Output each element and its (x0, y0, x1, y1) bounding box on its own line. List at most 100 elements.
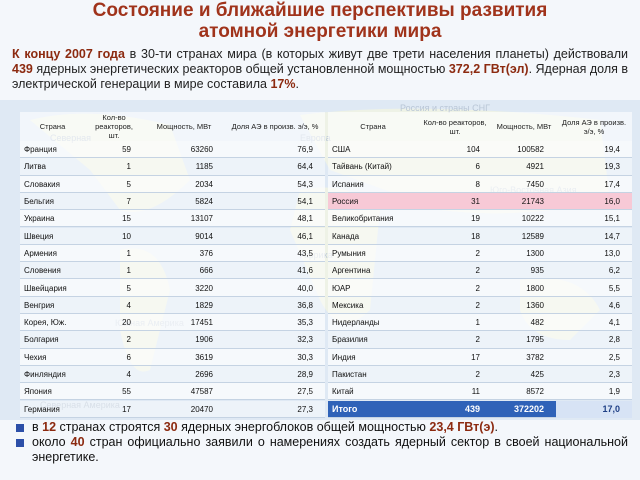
country-cell: Китай (332, 387, 354, 397)
table-row (20, 348, 325, 366)
table-cell: 20470 (190, 404, 213, 414)
country-cell: ЮАР (332, 283, 351, 293)
table-cell: 1185 (195, 162, 213, 172)
table-row (20, 383, 325, 401)
table-row (328, 210, 632, 228)
country-cell: Словения (24, 266, 61, 276)
table-cell: 2 (475, 266, 480, 276)
country-cell: Итого (332, 404, 358, 415)
bold-text: 17% (270, 77, 296, 91)
table-cell: 7450 (526, 179, 544, 189)
table-cell: 12589 (521, 231, 544, 241)
text: стран официально заявили о намерениях со… (32, 435, 628, 464)
table-row (20, 262, 325, 280)
table-row (328, 262, 632, 280)
table-cell: 3782 (526, 352, 544, 362)
map-label: Россия и страны СНГ (400, 103, 490, 113)
table-cell: 8 (475, 179, 480, 189)
table-row (328, 314, 632, 332)
text: около (32, 435, 71, 449)
table-cell: 76,9 (297, 145, 313, 155)
country-cell: Канада (332, 231, 360, 241)
table-cell: 17451 (190, 318, 213, 328)
country-cell: Тайвань (Китай) (332, 162, 392, 172)
bold-text: 30 (163, 420, 178, 434)
text: в 30-ти странах мира (в которых живут дв… (124, 47, 628, 61)
table-cell: 5 (126, 179, 131, 189)
table-cell: 41,6 (297, 266, 313, 276)
country-cell: Россия (332, 197, 359, 207)
table-cell: 2,3 (608, 370, 620, 380)
table-cell: 47587 (190, 387, 213, 397)
bold-text: К концу 2007 года (12, 47, 125, 61)
title: Состояние и ближайшие перспективы развит… (0, 0, 640, 42)
table-row (20, 175, 325, 193)
table-cell: 2 (126, 335, 131, 345)
table-cell: 17,4 (604, 179, 620, 189)
table-cell: 35,3 (297, 318, 313, 328)
table-cell: 1 (126, 162, 131, 172)
country-cell: Корея, Юж. (24, 318, 67, 328)
table-cell: 4 (126, 300, 131, 310)
table-cell: 46,1 (297, 231, 313, 241)
table-cell: 6,2 (608, 266, 620, 276)
title-line: Состояние и ближайшие перспективы развит… (92, 0, 548, 21)
table-cell: 6 (126, 352, 131, 362)
column-header: Доля АЭ в произв. э/э, % (231, 122, 319, 131)
table-cell: 14,7 (604, 231, 620, 241)
table-cell: 19 (471, 214, 480, 224)
table-cell: 40,0 (297, 283, 313, 293)
country-cell: Франция (24, 145, 57, 155)
table-cell: 55 (122, 387, 131, 397)
table-cell: 2,5 (608, 352, 620, 362)
table-row (328, 365, 632, 384)
table-cell: 4,6 (608, 300, 620, 310)
bold-text: 12 (42, 420, 57, 434)
table-row (20, 210, 325, 228)
country-cell: Армения (24, 248, 57, 258)
text: . (295, 77, 299, 91)
column-header: Страна (360, 122, 386, 131)
country-cell: Бразилия (332, 335, 368, 345)
table-cell: 5 (126, 283, 131, 293)
country-cell: Словакия (24, 179, 60, 189)
table-cell: 5,5 (608, 283, 620, 293)
table-cell: 2696 (195, 370, 213, 380)
table-cell: 1829 (195, 300, 213, 310)
table-cell: 2 (475, 335, 480, 345)
country-cell: Аргентина (332, 266, 371, 276)
table-cell: 1360 (526, 300, 544, 310)
table-cell: 439 (464, 404, 480, 415)
table-row (20, 314, 325, 332)
text: ядерных энергетических реакторов общей у… (32, 62, 449, 76)
text: в (32, 420, 43, 434)
country-cell: Бельгия (24, 197, 54, 207)
table-cell: 36,8 (297, 300, 313, 310)
table-cell: 1 (475, 318, 480, 328)
table-cell: 48,1 (297, 214, 313, 224)
table-cell: 666 (199, 266, 213, 276)
country-cell: Япония (24, 387, 52, 397)
table-cell: 935 (530, 266, 544, 276)
country-cell: США (332, 145, 351, 155)
table-header-bg (328, 112, 632, 141)
column-header: Мощность, МВт (156, 122, 212, 131)
table-row (20, 227, 325, 245)
map-label: Северная Америка (40, 400, 120, 410)
table-cell: 4,1 (608, 318, 620, 328)
table-row (20, 141, 325, 159)
table-cell: 4921 (526, 162, 544, 172)
table-cell: 100582 (517, 145, 544, 155)
table-row (328, 227, 632, 245)
table-row (20, 296, 325, 314)
table-cell: 17 (122, 404, 131, 414)
country-cell: Швеция (24, 231, 54, 241)
table-cell: 1300 (526, 248, 544, 258)
country-cell: Украина (24, 214, 55, 224)
table-row (328, 192, 632, 211)
bold-text: 439 (12, 62, 33, 76)
table-cell: 4 (126, 370, 131, 380)
country-cell: Венгрия (24, 300, 55, 310)
table-cell: 20 (122, 318, 131, 328)
country-cell: Пакистан (332, 370, 367, 380)
